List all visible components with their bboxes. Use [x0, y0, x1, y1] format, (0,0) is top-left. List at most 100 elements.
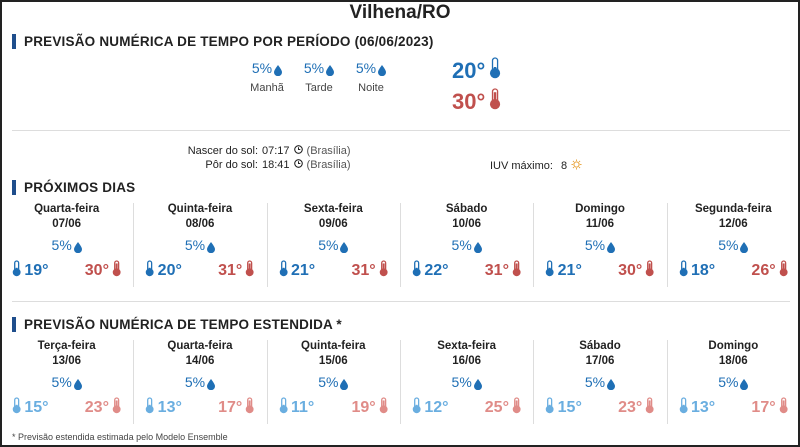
day-card: Quinta-feira 08/06 5% 20° 31° — [133, 203, 266, 287]
rain-pct: 5% — [451, 374, 472, 390]
sunset-time: 18:41 — [262, 159, 290, 171]
max-temp: 31° — [351, 260, 388, 282]
max-temp: 30° — [85, 260, 122, 282]
min-temp: 21° — [545, 260, 582, 282]
thermometer-low-icon — [279, 260, 288, 282]
day-date: 09/06 — [318, 218, 348, 230]
sunset-row: Pôr do sol: 18:41 (Brasília) — [186, 159, 350, 171]
thermometer-low-icon — [489, 57, 501, 85]
rain-pct: 5% — [51, 237, 72, 253]
day-date: 12/06 — [718, 218, 748, 230]
min-temp: 13° — [145, 397, 182, 419]
day-name: Terça-feira — [37, 340, 96, 352]
day-name: Quinta-feira — [167, 203, 233, 215]
water-drop-icon — [473, 377, 482, 390]
min-temp-value: 15° — [24, 399, 49, 416]
min-temp-value: 19° — [24, 262, 49, 279]
uv-label: IUV máximo: — [490, 160, 553, 172]
day-name: Sábado — [579, 340, 621, 352]
thermometer-low-icon — [12, 260, 21, 282]
day-card: Sexta-feira 16/06 5% 12° 25° — [399, 340, 533, 424]
thermometer-low-icon — [679, 260, 688, 282]
day-card: Terça-feira 13/06 5% 15° 23° — [0, 340, 133, 424]
day-date: 07/06 — [52, 218, 82, 230]
max-temp: 17° — [751, 397, 788, 419]
rain-pct: 5% — [184, 237, 206, 253]
divider — [12, 301, 790, 302]
water-drop-icon — [340, 377, 349, 390]
uv-row: IUV máximo: 8 — [490, 159, 582, 173]
max-temp-value: 30° — [84, 262, 109, 279]
thermometer-high-icon — [779, 397, 788, 419]
thermometer-high-icon — [489, 88, 501, 116]
thermometer-high-icon — [379, 260, 388, 282]
rain-pct: 5% — [355, 60, 377, 76]
max-temp: 23° — [85, 397, 122, 419]
day-date: 18/06 — [718, 355, 748, 367]
min-temp-value: 13° — [157, 399, 182, 416]
today-max-temp: 30° — [452, 88, 501, 116]
water-drop-icon — [73, 377, 82, 390]
thermometer-low-icon — [145, 260, 154, 282]
sunrise-time: 07:17 — [262, 145, 290, 157]
rain-pct: 5% — [303, 60, 325, 76]
day-card: Sexta-feira 09/06 5% 21° 31° — [266, 203, 400, 287]
period-label: Manhã — [250, 82, 284, 94]
thermometer-low-icon — [145, 397, 154, 419]
extended-footnote: * Previsão estendida estimada pelo Model… — [12, 432, 228, 442]
day-card: Domingo 11/06 5% 21° 30° — [533, 203, 666, 287]
next-days-title: PRÓXIMOS DIAS — [12, 180, 135, 195]
divider — [12, 130, 790, 131]
min-temp-value: 11° — [291, 399, 315, 416]
day-name: Quarta-feira — [167, 340, 233, 352]
day-card: Sábado 10/06 5% 22° 31° — [399, 203, 533, 287]
thermometer-high-icon — [645, 397, 654, 419]
max-temp-value: 31° — [351, 262, 376, 279]
day-card: Quarta-feira 14/06 5% 13° 17° — [133, 340, 266, 424]
thermometer-high-icon — [245, 397, 254, 419]
day-name: Quinta-feira — [301, 340, 366, 352]
water-drop-icon — [378, 63, 387, 76]
water-drop-icon — [340, 240, 349, 253]
min-temp: 15° — [545, 397, 582, 419]
thermometer-low-icon — [412, 397, 421, 419]
water-drop-icon — [73, 240, 82, 253]
min-temp-value: 22° — [424, 262, 449, 279]
thermometer-high-icon — [379, 397, 388, 419]
thermometer-high-icon — [645, 260, 654, 282]
min-temp: 11° — [279, 397, 315, 419]
thermometer-high-icon — [112, 397, 121, 419]
sun-icon — [571, 159, 582, 173]
day-card: Domingo 18/06 5% 13° 17° — [666, 340, 800, 424]
thermometer-high-icon — [512, 260, 521, 282]
min-temp: 15° — [12, 397, 49, 419]
min-temp: 19° — [12, 260, 49, 282]
water-drop-icon — [207, 240, 216, 253]
rain-pct: 5% — [51, 374, 72, 390]
period-section-title: PREVISÃO NUMÉRICA DE TEMPO POR PERÍODO (… — [12, 34, 434, 49]
day-name: Domingo — [575, 203, 625, 215]
day-card: Sábado 17/06 5% 15° 23° — [533, 340, 666, 424]
sunrise-row: Nascer do sol: 07:17 (Brasília) — [186, 145, 351, 157]
max-temp-value: 26° — [751, 262, 776, 279]
min-temp-value: 15° — [557, 399, 582, 416]
min-temp-value: 21° — [557, 262, 582, 279]
day-date: 17/06 — [585, 355, 615, 367]
rain-pct: 5% — [318, 237, 339, 253]
max-temp-value: 23° — [84, 399, 109, 416]
thermometer-high-icon — [512, 397, 521, 419]
day-date: 08/06 — [185, 218, 215, 230]
min-temp-value: 18° — [690, 262, 716, 279]
period-afternoon: 5% Tarde — [294, 60, 344, 94]
max-temp-value: 17° — [218, 399, 243, 416]
thermometer-low-icon — [12, 397, 21, 419]
water-drop-icon — [473, 240, 482, 253]
max-temp-value: 23° — [618, 399, 643, 416]
water-drop-icon — [607, 377, 616, 390]
clock-icon — [293, 145, 303, 157]
day-date: 11/06 — [585, 218, 615, 230]
max-temp: 31° — [218, 260, 255, 282]
period-label: Noite — [358, 82, 384, 94]
day-card: Segunda-feira 12/06 5% 18° 26° — [666, 203, 800, 287]
